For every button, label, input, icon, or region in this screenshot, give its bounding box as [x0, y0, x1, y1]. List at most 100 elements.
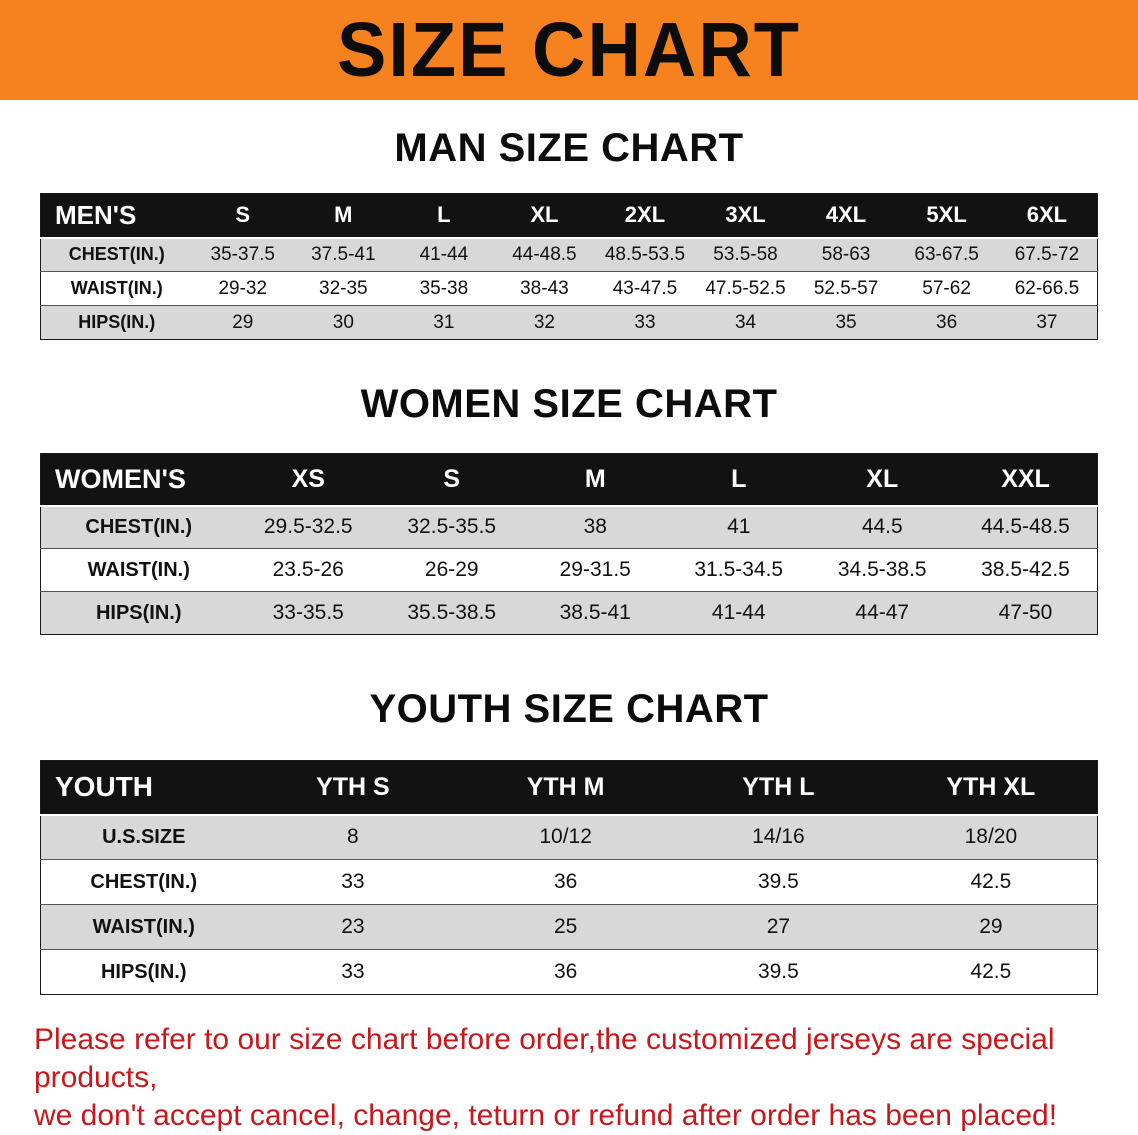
table-title-cell: WOMEN'S [40, 453, 237, 506]
row-label: U.S.SIZE [102, 825, 186, 848]
col-header: YTH XL [884, 760, 1098, 815]
women-size-chart-section: WOMEN SIZE CHART WOMEN'S XS S M L XL XXL CHEST(… [0, 382, 1138, 635]
row-label: HIPS(IN.) [95, 601, 182, 624]
table-title-cell: MEN'S [40, 193, 193, 238]
row-label: WAIST(IN.) [70, 278, 163, 298]
size-value: 41 [727, 515, 751, 539]
table-title-cell: YOUTH [40, 760, 247, 815]
size-value: 37.5-41 [311, 243, 376, 265]
size-value: 36 [936, 311, 958, 333]
col-header: 2XL [594, 193, 696, 238]
size-value: 18/20 [964, 825, 1018, 849]
size-value: 23 [341, 915, 365, 938]
size-value: 38 [583, 515, 607, 539]
size-value: 33 [634, 311, 656, 333]
size-value: 62-66.5 [1014, 277, 1080, 299]
col-header: XS [236, 453, 380, 506]
women-size-chart-heading: WOMEN SIZE CHART [360, 382, 778, 426]
table-row: WAIST(IN.) 23 25 27 29 [40, 904, 1098, 950]
size-value: 25 [553, 915, 578, 938]
size-value: 33 [341, 870, 365, 893]
col-header: XL [494, 193, 595, 238]
col-header: YTH L [672, 760, 885, 815]
womens-size-table-container: WOMEN'S XS S M L XL XXL CHEST(IN.) 29.5-32.5 32.5… [40, 453, 1098, 635]
disclaimer-line-1: Please refer to our size chart before or… [34, 1023, 1055, 1095]
size-value: 41-44 [711, 601, 766, 624]
col-header: YTH M [459, 760, 672, 815]
size-value: 29 [232, 311, 254, 333]
size-value: 39.5 [757, 870, 799, 893]
table-row: WAIST(IN.) 23.5-26 26-29 29-31.5 31.5-34.5 34… [40, 548, 1098, 592]
table-row: HIPS(IN.) 33 36 39.5 42.5 [40, 949, 1098, 995]
size-value: 44-48.5 [512, 243, 577, 265]
col-header: M [523, 453, 667, 506]
size-value: 31 [433, 311, 455, 333]
size-value: 34 [734, 311, 757, 333]
size-value: 38.5-41 [559, 601, 631, 624]
youth-size-table: YOUTH YTH S YTH M YTH L YTH XL U.S.SIZE 8 10/12… [40, 760, 1098, 995]
row-label: CHEST(IN.) [68, 244, 165, 265]
youth-size-chart-section: YOUTH SIZE CHART YOUTH YTH S YTH M YTH L YTH… [0, 687, 1138, 995]
row-label: HIPS(IN.) [78, 312, 156, 332]
col-header: L [667, 453, 811, 506]
row-label: HIPS(IN.) [100, 960, 187, 983]
col-header: 5XL [896, 193, 997, 238]
size-value: 38.5-42.5 [981, 558, 1070, 581]
col-header: YTH S [246, 760, 460, 815]
mens-size-table-container: MEN'S S M L XL 2XL 3XL 4XL 5XL 6XL CHEST(IN.) 35-37… [40, 193, 1098, 340]
header-row: YOUTH YTH S YTH M YTH L YTH XL [40, 760, 1098, 815]
table-row: U.S.SIZE 8 10/12 14/16 18/20 [40, 814, 1098, 860]
col-header: L [393, 193, 495, 238]
youth-size-chart-heading: YOUTH SIZE CHART [369, 687, 769, 731]
size-value: 44-47 [855, 601, 910, 624]
disclaimer-line-2: we don't accept cancel, change, teturn o… [34, 1099, 1058, 1133]
size-value: 32.5-35.5 [407, 515, 497, 539]
size-value: 34.5-38.5 [837, 558, 927, 581]
size-value: 30 [332, 311, 354, 333]
size-value: 35-37.5 [210, 243, 275, 265]
size-value: 26-29 [424, 558, 479, 581]
size-value: 37 [1036, 311, 1058, 333]
size-value: 32-35 [319, 277, 368, 299]
col-header: 4XL [795, 193, 897, 238]
size-value: 33 [341, 960, 365, 983]
size-value: 47-50 [998, 601, 1053, 624]
col-header: S [192, 193, 294, 238]
size-value: 38-43 [520, 277, 569, 299]
col-header: M [293, 193, 394, 238]
size-value: 41-44 [419, 243, 469, 265]
size-value: 39.5 [757, 960, 799, 983]
size-value: 10/12 [539, 825, 592, 849]
size-value: 23.5-26 [272, 558, 344, 581]
order-disclaimer: Please refer to our size chart before or… [34, 1021, 1104, 1135]
size-chart-banner: SIZE CHART [0, 0, 1138, 100]
man-size-chart-section: MAN SIZE CHART MEN'S S M L XL 2XL 3XL 4XL 5XL 6XL… [0, 126, 1138, 340]
size-value: 14/16 [752, 825, 805, 849]
size-value: 47.5-52.5 [705, 277, 786, 299]
row-label: WAIST(IN.) [92, 915, 195, 938]
size-value: 8 [347, 825, 359, 849]
table-row: CHEST(IN.) 29.5-32.5 32.5-35.5 38 41 44.5 44.5… [40, 505, 1098, 549]
header-row: MEN'S S M L XL 2XL 3XL 4XL 5XL 6XL [40, 193, 1098, 238]
table-row: CHEST(IN.) 35-37.5 37.5-41 41-44 44-48.5 48.5… [40, 237, 1098, 272]
size-value: 35 [835, 311, 857, 333]
size-value: 32 [533, 311, 555, 333]
womens-size-table: WOMEN'S XS S M L XL XXL CHEST(IN.) 29.5-32.5 32.5… [40, 453, 1098, 635]
size-value: 33-35.5 [272, 601, 344, 624]
size-value: 27 [766, 915, 791, 938]
row-label: CHEST(IN.) [85, 515, 193, 538]
size-value: 52.5-57 [813, 277, 879, 299]
size-value: 42.5 [970, 870, 1012, 893]
row-label: CHEST(IN.) [90, 870, 198, 893]
table-row: HIPS(IN.) 33-35.5 35.5-38.5 38.5-41 41-44 44-… [40, 591, 1098, 635]
table-row: CHEST(IN.) 33 36 39.5 42.5 [40, 859, 1098, 905]
mens-size-table: MEN'S S M L XL 2XL 3XL 4XL 5XL 6XL CHEST(IN.) 35-37… [40, 193, 1098, 340]
size-value: 42.5 [970, 960, 1012, 983]
size-value: 29 [979, 915, 1003, 938]
table-row: HIPS(IN.) 29 30 31 32 33 34 35 36 37 [40, 305, 1098, 340]
size-value: 29.5-32.5 [263, 515, 353, 539]
size-value: 36 [553, 960, 578, 983]
size-value: 53.5-58 [713, 243, 778, 265]
size-value: 29-31.5 [559, 558, 631, 581]
